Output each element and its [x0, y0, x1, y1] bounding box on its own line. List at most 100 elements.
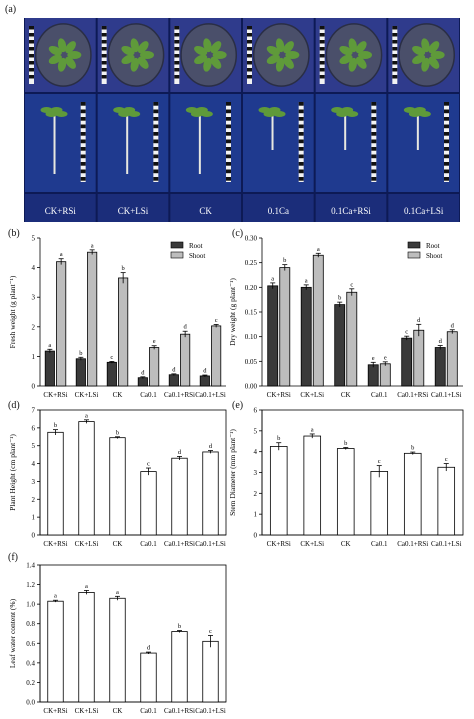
- ruler-tick: [371, 124, 377, 129]
- ruler-tick: [444, 139, 449, 144]
- seedling-leaf-icon: [418, 111, 431, 117]
- ruler-tick: [226, 169, 231, 174]
- bar: [87, 251, 98, 387]
- label-bar: [388, 194, 459, 222]
- leaf-icon: [355, 56, 367, 69]
- x-tick-label: CK: [341, 540, 351, 548]
- y-tick-label: 6: [254, 407, 258, 415]
- y-tick-label: 4: [32, 264, 36, 272]
- ruler-tick: [101, 33, 107, 37]
- ruler-tick: [153, 139, 159, 144]
- y-tick-label: 7: [32, 407, 36, 415]
- leaf-icon: [348, 57, 357, 72]
- bar: [180, 333, 191, 387]
- ruler-tick: [319, 68, 325, 72]
- y-axis-label: Plant Height (cm plant⁻¹): [8, 434, 17, 511]
- leaf-icon: [65, 56, 76, 69]
- y-tick-label: 0.6: [26, 640, 35, 648]
- significance-letter: c: [147, 461, 150, 468]
- bar: [413, 329, 425, 387]
- ruler-tick: [153, 109, 159, 114]
- seedling-leaf-icon: [200, 111, 213, 117]
- y-tick-label: 0.4: [26, 659, 35, 667]
- ruler-tick: [392, 75, 398, 79]
- ruler-tick: [371, 109, 377, 114]
- y-tick-label: 1.2: [26, 581, 35, 589]
- y-tick-label: 0.0: [26, 699, 35, 707]
- plot-frame: [261, 409, 464, 536]
- significance-letter: a: [116, 589, 119, 596]
- leaf-icon: [285, 51, 300, 59]
- ruler-tick: [29, 40, 34, 44]
- significance-letter: c: [110, 354, 113, 361]
- seedling-leaf-icon: [55, 111, 68, 117]
- leaf-icon: [48, 54, 62, 65]
- significance-letter: d: [178, 449, 182, 456]
- significance-letter: d: [184, 324, 188, 331]
- bar: [446, 331, 458, 387]
- x-tick-label: CK+LSi: [75, 391, 99, 399]
- ruler-tick: [444, 169, 449, 174]
- y-tick-label: 1: [32, 514, 36, 522]
- x-tick-label: CK+LSi: [300, 540, 324, 548]
- leaf-icon: [283, 56, 294, 69]
- x-tick-label: CK+RSi: [43, 540, 67, 548]
- chart-c: 0.00 0.05 0.10 0.15 0.20 0.25 0.30 Dry weight (…: [228, 235, 463, 399]
- ruler-tick: [80, 109, 86, 114]
- ruler-tick: [226, 117, 231, 121]
- leaf-icon: [203, 38, 212, 53]
- significance-letter: b: [116, 429, 119, 436]
- label-bar: [25, 194, 96, 222]
- leaf-icon: [194, 54, 208, 65]
- bar: [312, 254, 324, 387]
- label-bar: [243, 194, 314, 222]
- ruler-tick: [101, 47, 107, 51]
- ruler-tick: [80, 154, 86, 159]
- leaf-icon: [358, 51, 372, 59]
- ruler-tick: [392, 47, 398, 51]
- leaf-icon: [203, 57, 212, 72]
- ruler-tick: [371, 162, 377, 166]
- petri-dish-icon: [107, 23, 165, 87]
- photo-background: [24, 18, 460, 222]
- ruler-tick: [226, 132, 231, 136]
- bar: [137, 377, 148, 387]
- ruler-tick: [371, 154, 377, 159]
- significance-letter: b: [79, 350, 82, 357]
- photo-column: CK: [170, 18, 241, 222]
- ruler-tick: [444, 177, 449, 181]
- leaf-icon: [137, 41, 149, 54]
- bar: [300, 286, 312, 387]
- ruler-tick: [247, 33, 252, 37]
- panel-label-d: (d): [8, 400, 20, 411]
- ruler-tick: [29, 47, 34, 51]
- significance-letter: a: [60, 251, 63, 258]
- significance-letter: c: [350, 281, 353, 288]
- ruler-tick: [319, 61, 325, 65]
- bar: [269, 446, 288, 536]
- significance-letter: b: [338, 295, 341, 302]
- ruler-tick: [444, 109, 449, 114]
- leaf-icon: [355, 41, 367, 54]
- x-tick-label: CK+RSi: [267, 540, 291, 548]
- y-tick-label: 0.10: [245, 333, 258, 341]
- ruler-tick: [101, 40, 107, 44]
- bar: [140, 471, 157, 536]
- ruler-tick: [29, 75, 34, 79]
- ruler-tick: [444, 154, 449, 159]
- y-tick-label: 6: [32, 424, 36, 432]
- significance-letter: a: [317, 246, 320, 253]
- leaf-icon: [137, 56, 149, 69]
- ruler-tick: [101, 54, 107, 58]
- leaf-icon: [430, 51, 445, 59]
- bar: [202, 451, 219, 536]
- ruler-tick: [371, 177, 377, 181]
- significance-letter: c: [405, 329, 408, 336]
- ruler-tick: [153, 154, 159, 159]
- petri-dish-icon: [180, 23, 238, 87]
- bar: [106, 361, 117, 387]
- ruler-tick: [298, 132, 304, 136]
- treatment-label: 0.1Ca: [268, 206, 289, 216]
- ruler-tick: [174, 26, 180, 30]
- bar: [149, 347, 160, 387]
